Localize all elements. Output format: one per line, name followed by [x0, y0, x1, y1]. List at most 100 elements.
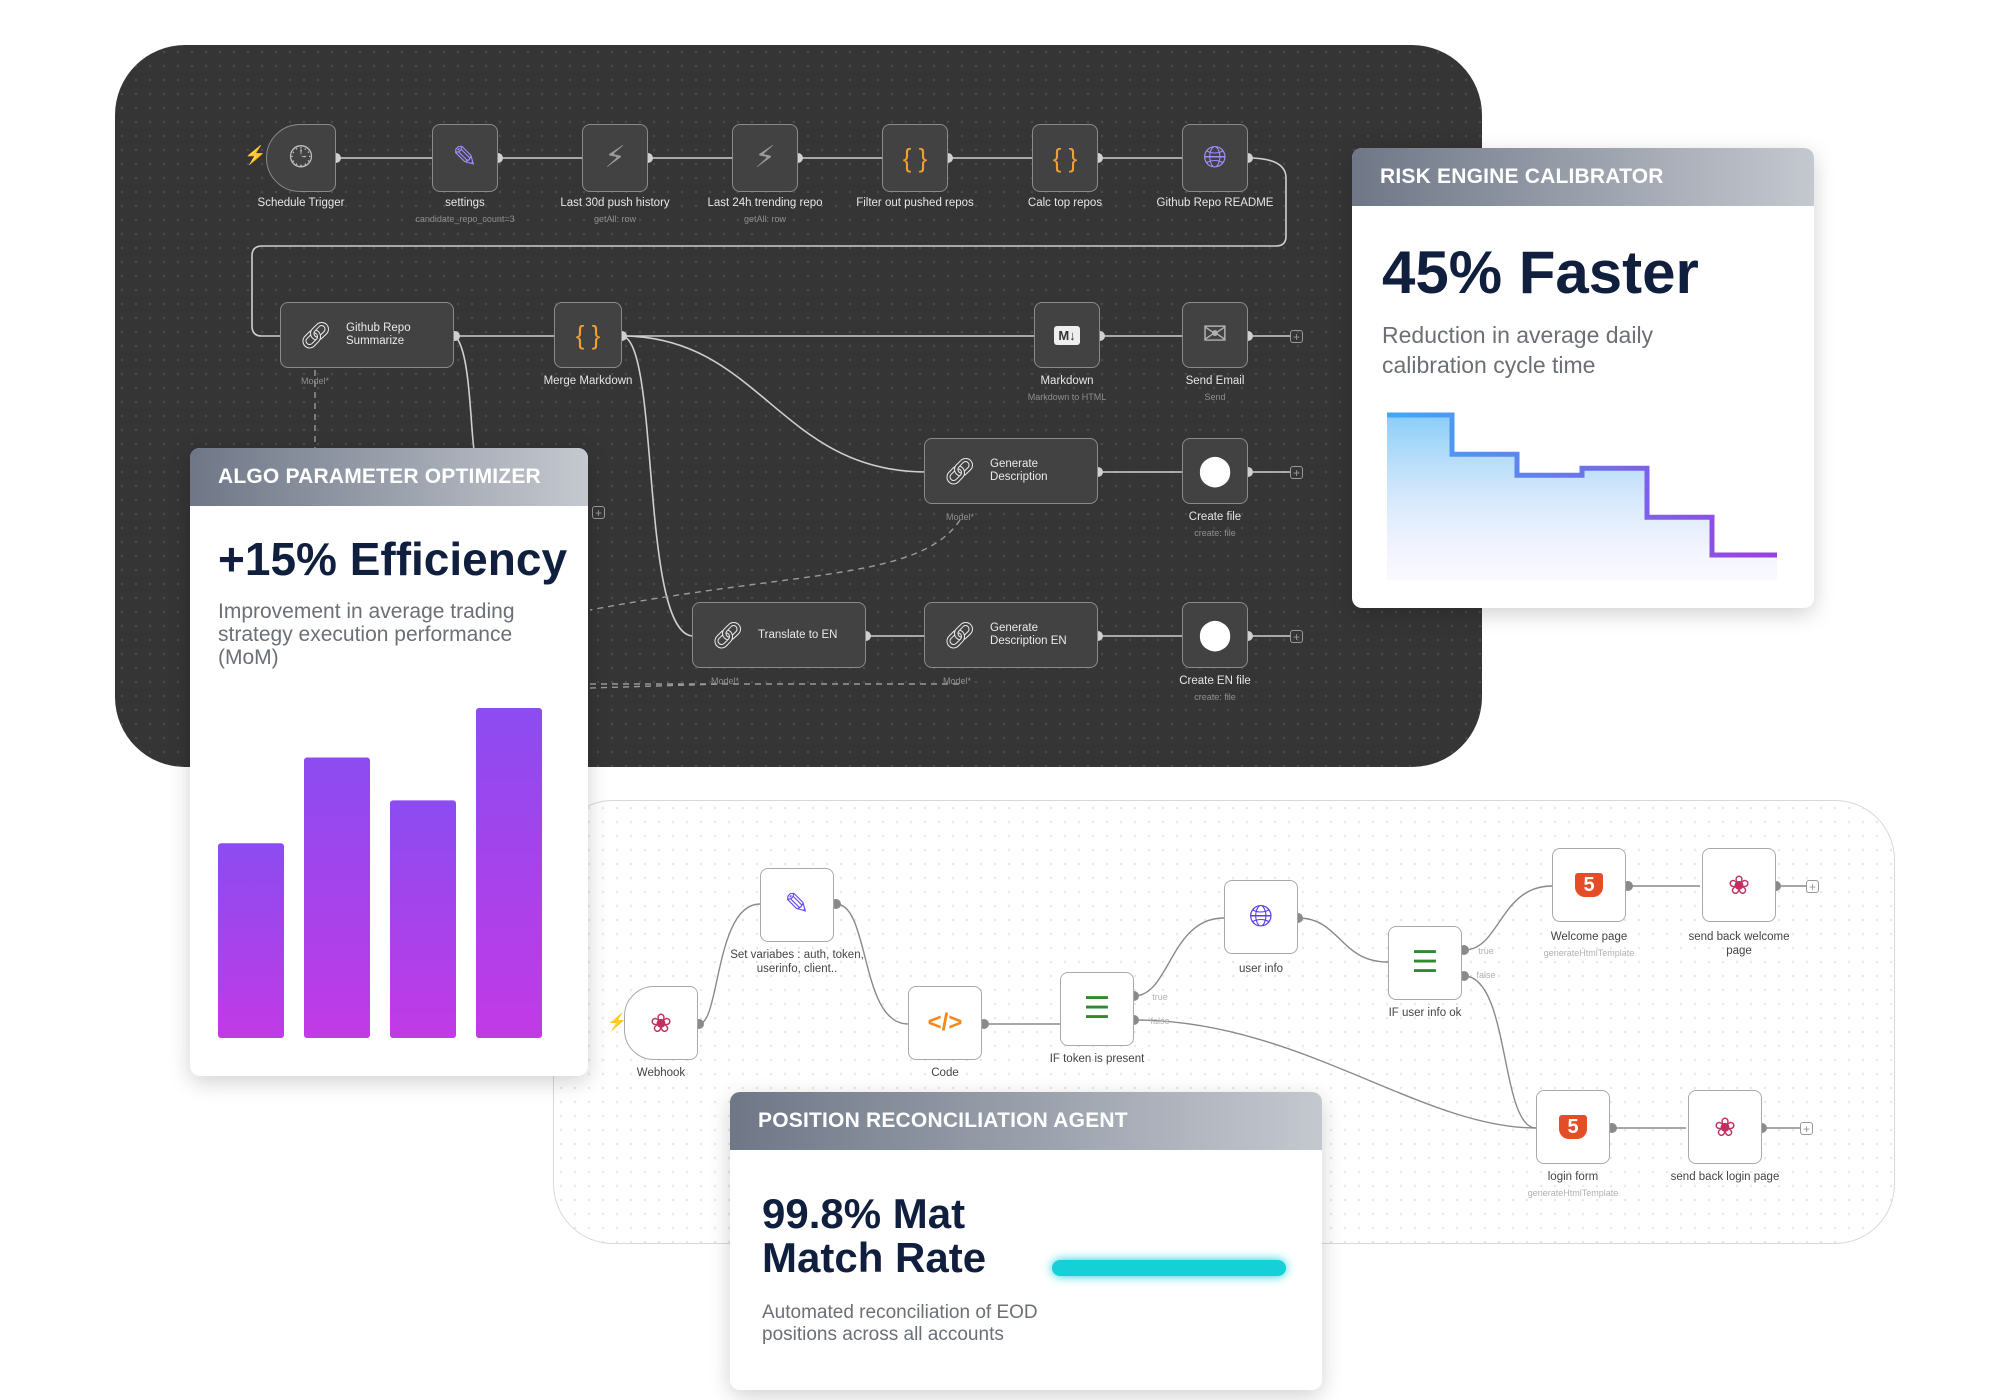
- if-token-node[interactable]: ☰: [1060, 972, 1134, 1046]
- merge-markdown-node[interactable]: { }: [554, 302, 622, 368]
- github-summarize-node[interactable]: 🔗︎ Github Repo Summarize: [280, 302, 454, 368]
- add-node-button[interactable]: +: [1806, 880, 1819, 893]
- card-headline-line1: 99.8% Mat: [762, 1190, 966, 1237]
- add-node-button[interactable]: +: [592, 506, 605, 519]
- braces-icon: { }: [1052, 143, 1078, 173]
- markdown-node[interactable]: M↓: [1034, 302, 1100, 368]
- link-icon: 🔗︎: [943, 456, 977, 486]
- trigger-bolt-icon: ⚡: [607, 1014, 627, 1031]
- html5-icon: 5: [1559, 1115, 1587, 1139]
- webhook-icon: ❀: [1714, 1112, 1736, 1142]
- card-description: Improvement in average trading strategy …: [218, 600, 515, 669]
- false-label: false: [1150, 1016, 1170, 1026]
- bolt-icon: ⚡︎: [604, 141, 626, 174]
- bar-3: [390, 800, 456, 1038]
- false-label: false: [1476, 970, 1496, 980]
- create-file-node[interactable]: ⬤: [1182, 438, 1248, 504]
- github-icon: ⬤: [1198, 618, 1232, 651]
- settings-node[interactable]: ✎: [432, 124, 498, 192]
- node-subtitle: generateHtmlTemplate: [1527, 1188, 1619, 1198]
- node-label: Github Repo README: [1156, 197, 1274, 209]
- login-form-node[interactable]: 5: [1536, 1090, 1610, 1164]
- node-label: Send Email: [1185, 375, 1245, 387]
- generate-description-en-node[interactable]: 🔗︎ Generate Description EN: [924, 602, 1098, 668]
- card-description: Automated reconciliation of EOD position…: [762, 1302, 1038, 1345]
- signpost-icon: ☰: [1411, 946, 1439, 979]
- node-label: user info: [1238, 963, 1284, 975]
- add-node-button[interactable]: +: [1290, 630, 1303, 643]
- pencil-icon: ✎: [452, 141, 478, 174]
- node-label: Webhook: [636, 1067, 686, 1079]
- bolt-icon: ⚡︎: [754, 141, 776, 174]
- node-subtitle: getAll: row: [743, 214, 787, 224]
- link-icon: 🔗︎: [299, 320, 333, 350]
- webhook-icon: ❀: [650, 1008, 672, 1038]
- add-node-button[interactable]: +: [1290, 466, 1303, 479]
- code-icon: </>: [927, 1009, 963, 1036]
- set-variables-node[interactable]: ✎: [760, 868, 834, 942]
- risk-calibrator-card: RISK ENGINE CALIBRATOR 45% Faster Reduct…: [1352, 148, 1814, 608]
- markdown-icon: M↓: [1054, 325, 1080, 345]
- braces-icon: { }: [902, 143, 928, 173]
- node-label: Calc top repos: [1027, 197, 1103, 209]
- node-label: Welcome page: [1550, 931, 1628, 943]
- html5-icon: 5: [1575, 873, 1603, 897]
- node-label: Markdown: [1040, 375, 1094, 387]
- add-node-button[interactable]: +: [1290, 330, 1303, 343]
- globe-icon: 🌐︎: [1203, 141, 1227, 174]
- webhook-node[interactable]: ❀: [624, 986, 698, 1060]
- node-subtitle: Send: [1204, 392, 1226, 402]
- node-subtitle: generateHtmlTemplate: [1543, 948, 1635, 958]
- push-history-node[interactable]: ⚡︎: [582, 124, 648, 192]
- if-user-info-node[interactable]: ☰: [1388, 926, 1462, 1000]
- node-label: Last 24h trending repo: [707, 197, 823, 209]
- generate-description-node[interactable]: 🔗︎ Generate Description: [924, 438, 1098, 504]
- node-subtitle: getAll: row: [593, 214, 637, 224]
- node-label: Last 30d push history: [560, 197, 670, 209]
- envelope-icon: ✉: [1202, 318, 1228, 351]
- github-icon: ⬤: [1198, 454, 1232, 487]
- translate-en-node[interactable]: 🔗︎ Translate to EN: [692, 602, 866, 668]
- send-back-login-node[interactable]: ❀: [1688, 1090, 1762, 1164]
- model-label: Model*: [942, 676, 972, 686]
- create-en-file-node[interactable]: ⬤: [1182, 602, 1248, 668]
- card-headline: +15% Efficiency: [218, 533, 568, 585]
- node-label: login form: [1547, 1171, 1599, 1183]
- position-reconciliation-card: POSITION RECONCILIATION AGENT 99.8% Mat …: [730, 1092, 1322, 1390]
- node-subtitle: create: file: [1194, 528, 1236, 538]
- schedule-trigger-node[interactable]: 🕒︎: [266, 124, 336, 192]
- trending-repo-node[interactable]: ⚡︎: [732, 124, 798, 192]
- node-label: IF token is present: [1049, 1053, 1145, 1065]
- match-rate-progress-track: [1052, 1260, 1286, 1276]
- model-label: Model*: [945, 512, 975, 522]
- clock-icon: 🕒︎: [289, 141, 313, 174]
- code-node[interactable]: </>: [908, 986, 982, 1060]
- trigger-bolt-icon: ⚡: [244, 145, 267, 165]
- node-label: Create EN file: [1179, 675, 1251, 687]
- model-label: Model*: [710, 676, 740, 686]
- node-label: Code: [931, 1067, 959, 1079]
- welcome-page-node[interactable]: 5: [1552, 848, 1626, 922]
- true-label: true: [1152, 992, 1168, 1002]
- send-email-node[interactable]: ✉: [1182, 302, 1248, 368]
- braces-icon: { }: [575, 320, 601, 350]
- user-info-node[interactable]: 🌐︎: [1224, 880, 1298, 954]
- filter-repos-node[interactable]: { }: [882, 124, 948, 192]
- model-label: Model*: [300, 376, 330, 386]
- node-title: Github Repo Summarize: [346, 322, 411, 347]
- github-readme-node[interactable]: 🌐︎: [1182, 124, 1248, 192]
- step-chart: [1387, 412, 1777, 580]
- node-subtitle: create: file: [1194, 692, 1236, 702]
- bar-1: [218, 843, 284, 1038]
- match-rate-progress-fill: [1052, 1260, 1286, 1276]
- node-label: send back login page: [1670, 1171, 1780, 1183]
- node-label: settings: [445, 197, 485, 209]
- send-back-welcome-node[interactable]: ❀: [1702, 848, 1776, 922]
- bar-4: [476, 708, 542, 1038]
- bar-2: [304, 757, 370, 1038]
- add-node-button[interactable]: +: [1800, 1122, 1813, 1135]
- true-label: true: [1478, 946, 1494, 956]
- card-title: POSITION RECONCILIATION AGENT: [730, 1092, 1322, 1150]
- calc-top-repos-node[interactable]: { }: [1032, 124, 1098, 192]
- node-title: Generate Description: [990, 458, 1048, 483]
